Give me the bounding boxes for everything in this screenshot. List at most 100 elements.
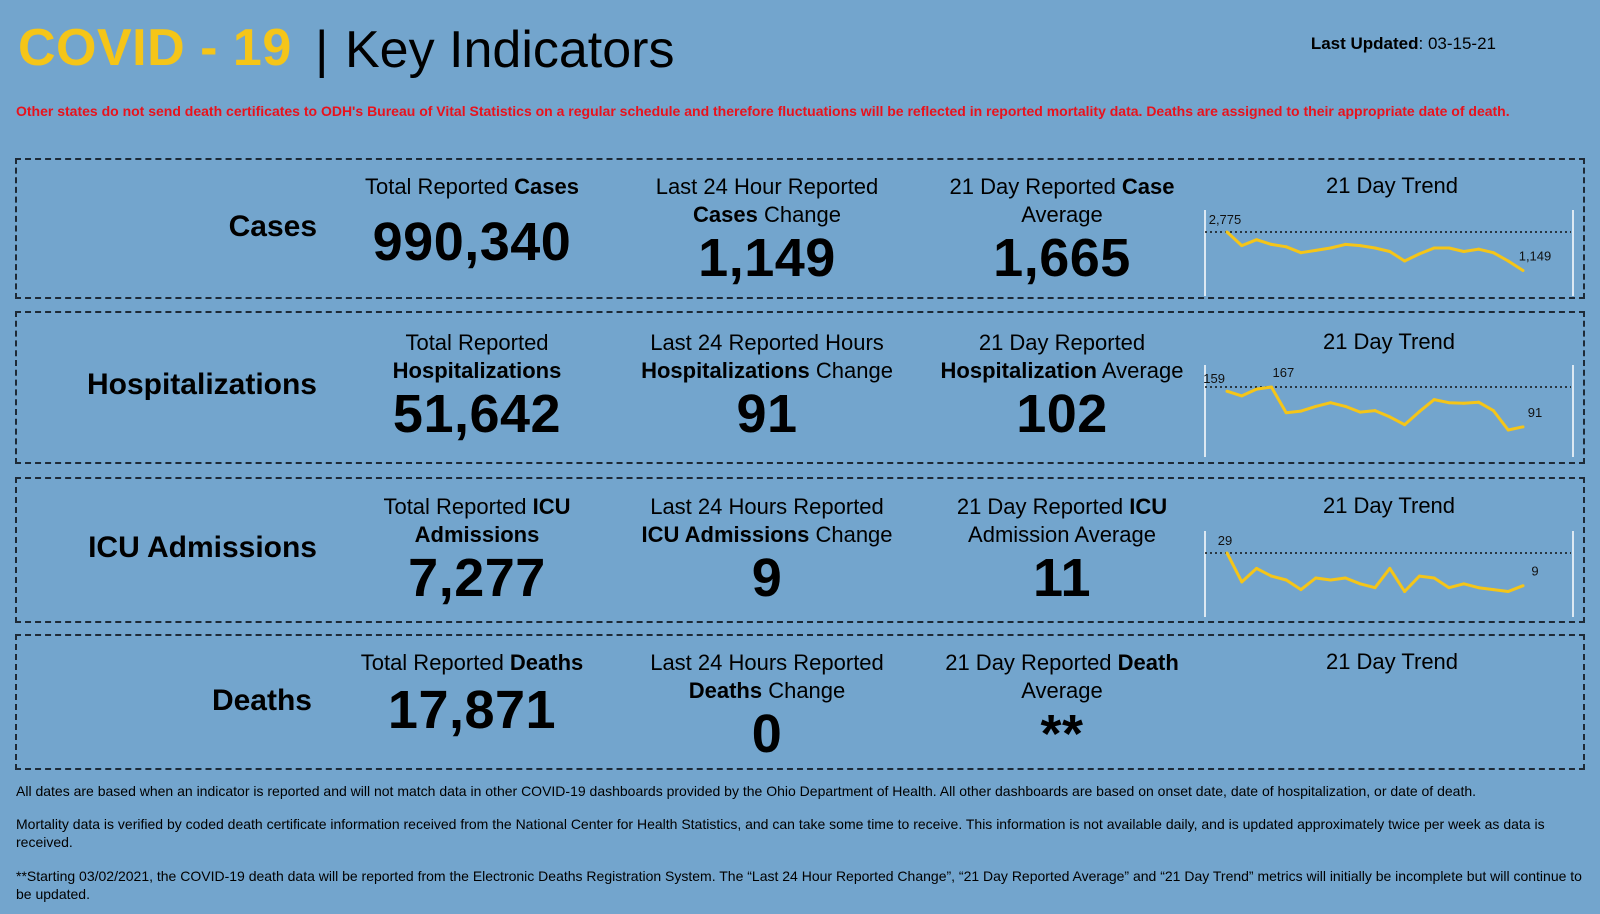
- metric-value: 91: [736, 384, 798, 444]
- footnote-edrs: **Starting 03/02/2021, the COVID-19 deat…: [16, 868, 1582, 902]
- trend-end-label: 9: [1531, 564, 1538, 579]
- trend-end-label: 1,149: [1519, 249, 1552, 264]
- trend-point: [1506, 259, 1510, 263]
- trend-point: [1521, 425, 1525, 429]
- icu-average-metric: 21 Day Reported ICU Admission Average 11: [912, 493, 1212, 609]
- trend-point: [1343, 242, 1347, 246]
- metric-header: 21 Day Reported Hospitalization Average: [940, 330, 1184, 383]
- footnote-dates: All dates are based when an indicator is…: [16, 783, 1477, 799]
- trend-point: [1314, 248, 1318, 252]
- trend-point: [1269, 242, 1273, 246]
- trend-point: [1491, 251, 1495, 255]
- trend-point: [1269, 574, 1273, 578]
- icu-trend-sparkline: 29 9: [1204, 531, 1574, 617]
- trend-point: [1432, 246, 1436, 250]
- trend-point: [1329, 246, 1333, 250]
- trend-point: [1225, 230, 1229, 234]
- cases-trend-sparkline: 2,775 1,149: [1204, 210, 1574, 296]
- section-label: ICU Admissions: [88, 531, 317, 564]
- trend-title: 21 Day Trend: [1325, 173, 1459, 198]
- metric-value: 990,340: [372, 212, 572, 272]
- trend-point: [1240, 394, 1244, 398]
- trend-point: [1314, 404, 1318, 408]
- trend-peak-label: 167: [1273, 365, 1295, 380]
- section-label: Cases: [228, 210, 317, 243]
- deaths-change-metric: Last 24 Hours Reported Deaths Change 0: [617, 649, 917, 765]
- trend-point: [1417, 252, 1421, 256]
- trend-point: [1373, 246, 1377, 250]
- metric-header: Total Reported Hospitalizations: [392, 330, 562, 383]
- cases-panel: Cases Total Reported Cases 990,340 Last …: [15, 158, 1585, 299]
- trend-point: [1462, 582, 1466, 586]
- hospitalizations-panel: Hospitalizations Total Reported Hospital…: [15, 311, 1585, 464]
- metric-value: 1,149: [698, 228, 836, 288]
- trend-point: [1373, 586, 1377, 590]
- metric-header: Total Reported ICU Admissions: [383, 494, 571, 547]
- trend-point: [1477, 586, 1481, 590]
- total-deaths-metric: Total Reported Deaths 17,871: [322, 649, 622, 741]
- trend-point: [1358, 410, 1362, 414]
- section-label: Hospitalizations: [86, 368, 317, 401]
- metric-header: Last 24 Reported Hours Hospitalizations …: [641, 330, 893, 383]
- trend-point: [1299, 409, 1303, 413]
- trend-point: [1506, 590, 1510, 594]
- trend-point: [1255, 387, 1259, 391]
- title-separator: |: [315, 21, 329, 79]
- trend-line: [1226, 385, 1524, 432]
- trend-point: [1225, 389, 1229, 393]
- trend-point: [1447, 586, 1451, 590]
- last-updated: Last Updated: 03-15-21: [1311, 34, 1496, 54]
- hospitalizations-average-metric: 21 Day Reported Hospitalization Average …: [912, 329, 1212, 445]
- trend-point: [1269, 385, 1273, 389]
- trend-line: [1225, 552, 1524, 593]
- trend-point: [1417, 410, 1421, 414]
- metric-value: 11: [1032, 548, 1092, 608]
- trend-point: [1299, 588, 1303, 592]
- metric-header: Total Reported Deaths: [360, 650, 584, 675]
- trend-title: 21 Day Trend: [1322, 329, 1456, 354]
- trend-point: [1358, 244, 1362, 248]
- metric-value: 102: [1016, 384, 1108, 444]
- metric-header: 21 Day Reported Death Average: [945, 650, 1179, 703]
- trend-point: [1343, 404, 1347, 408]
- trend-point: [1491, 409, 1495, 413]
- trend-point: [1521, 269, 1525, 273]
- section-label: Deaths: [211, 684, 312, 717]
- hospitalizations-change-metric: Last 24 Reported Hours Hospitalizations …: [617, 329, 917, 445]
- trend-point: [1462, 250, 1466, 254]
- dashboard-title: Key Indicators: [345, 21, 675, 79]
- metric-header: Last 24 Hours Reported ICU Admissions Ch…: [641, 494, 893, 547]
- trend-point: [1373, 409, 1377, 413]
- trend-point: [1284, 578, 1288, 582]
- trend-title: 21 Day Trend: [1322, 493, 1456, 518]
- trend-point: [1314, 576, 1318, 580]
- trend-point: [1432, 398, 1436, 402]
- metric-value: 0: [751, 704, 783, 764]
- mortality-notice: Other states do not send death certifica…: [16, 103, 1510, 119]
- last-updated-value: : 03-15-21: [1418, 34, 1497, 53]
- trend-line: [1225, 230, 1524, 272]
- dashboard-title-covid: COVID - 19: [18, 19, 292, 77]
- footnote-mortality: Mortality data is verified by coded deat…: [16, 816, 1545, 850]
- metric-header: Total Reported Cases: [364, 174, 580, 199]
- trend-point: [1403, 423, 1407, 427]
- hospitalizations-trend-sparkline: 159 91 167: [1203, 365, 1574, 457]
- trend-title: 21 Day Trend: [1325, 649, 1459, 674]
- metric-value: 51,642: [392, 384, 562, 444]
- deaths-average-metric: 21 Day Reported Death Average **: [912, 649, 1212, 765]
- trend-start-label: 29: [1218, 533, 1232, 548]
- trend-point: [1521, 584, 1525, 588]
- trend-point: [1388, 415, 1392, 419]
- trend-point: [1255, 238, 1259, 242]
- metric-header: Last 24 Hours Reported Deaths Change: [650, 650, 884, 703]
- trend-point: [1403, 259, 1407, 263]
- trend-point: [1417, 574, 1421, 578]
- trend-point: [1284, 411, 1288, 415]
- trend-point: [1225, 551, 1229, 555]
- trend-point: [1447, 246, 1451, 250]
- trend-point: [1491, 588, 1495, 592]
- trend-point: [1403, 590, 1407, 594]
- total-hospitalizations-metric: Total Reported Hospitalizations 51,642: [327, 329, 627, 445]
- total-cases-metric: Total Reported Cases 990,340: [322, 173, 622, 273]
- trend-point: [1447, 401, 1451, 405]
